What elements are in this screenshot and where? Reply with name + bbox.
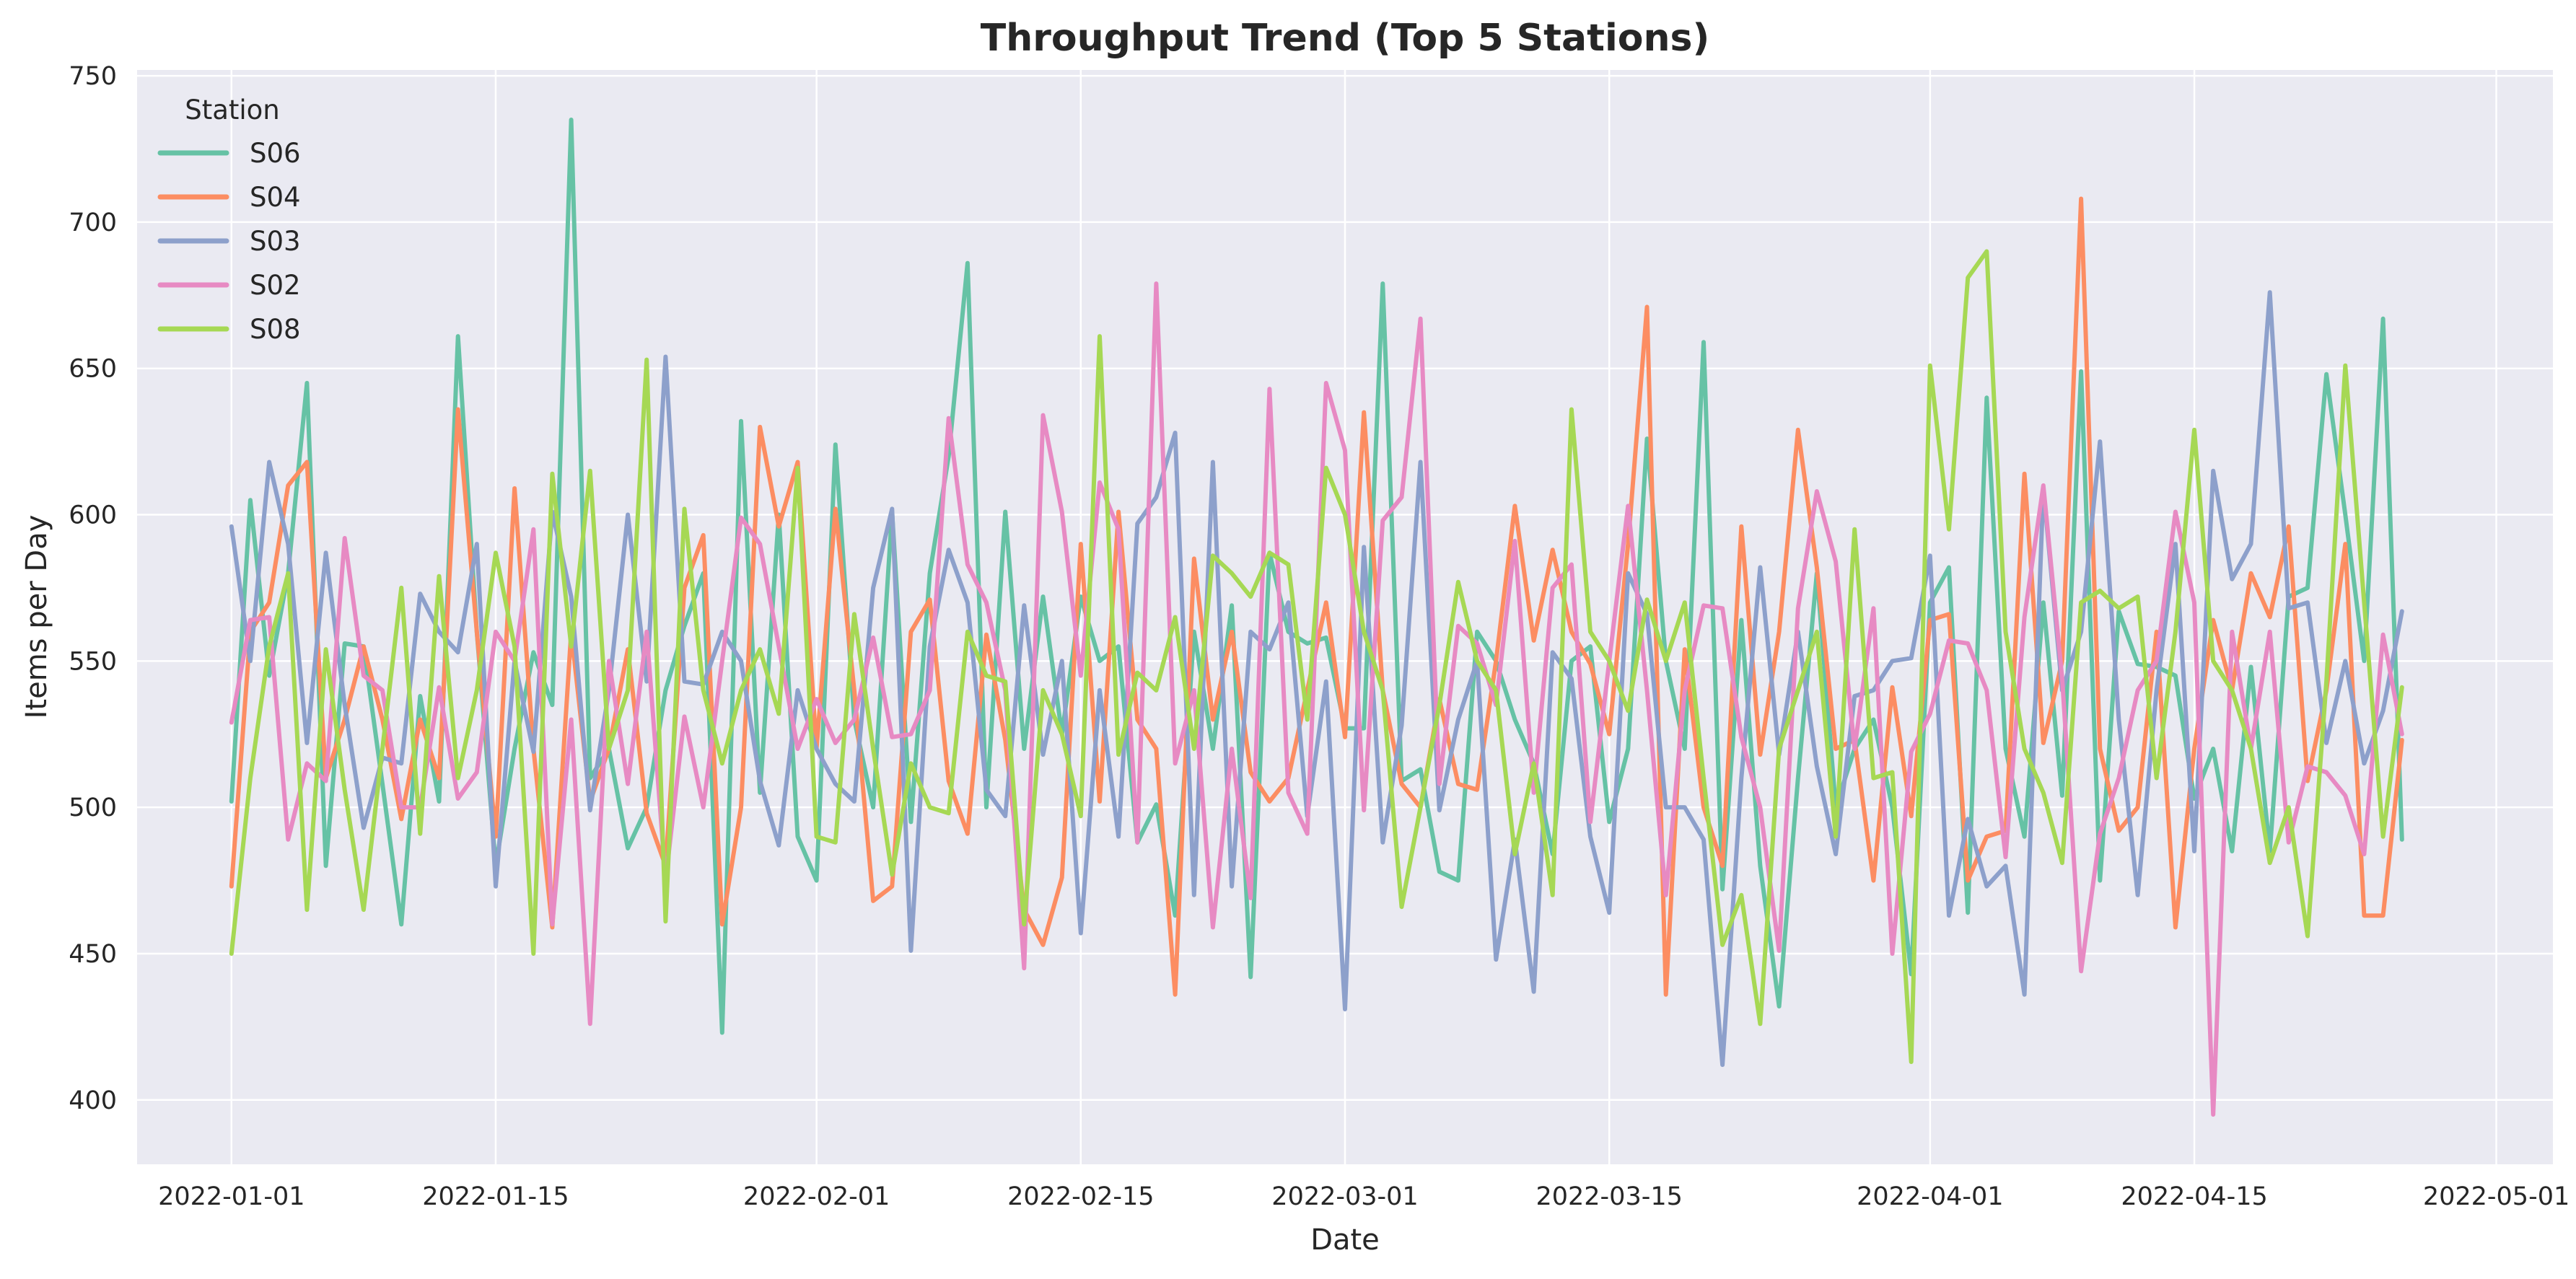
x-tick-label: 2022-02-01 — [743, 1182, 890, 1211]
x-tick-label: 2022-04-15 — [2121, 1182, 2267, 1211]
y-tick-label: 750 — [69, 62, 117, 91]
y-axis-label: Items per Day — [20, 515, 53, 719]
x-tick-label: 2022-03-01 — [1271, 1182, 1418, 1211]
x-axis-ticks: 2022-01-01 2022-01-15 2022-02-01 2022-02-15… — [158, 1182, 2570, 1211]
y-tick-label: 400 — [69, 1086, 117, 1115]
series-lines — [229, 118, 2404, 1117]
y-tick-label: 500 — [69, 794, 117, 822]
x-tick-label: 2022-04-01 — [1857, 1182, 2003, 1211]
legend-entry-s03: S03 — [250, 226, 301, 257]
legend-entry-s04: S04 — [250, 182, 301, 213]
series-line-s08 — [229, 249, 2404, 1064]
x-tick-label: 2022-02-15 — [1007, 1182, 1154, 1211]
y-tick-label: 700 — [69, 208, 117, 237]
series-line-s03 — [229, 290, 2404, 1068]
legend-title: Station — [185, 95, 280, 126]
legend: Station S06 S04 S03 S02 S08 — [157, 95, 301, 345]
y-tick-label: 600 — [69, 501, 117, 530]
y-tick-label: 550 — [69, 647, 117, 676]
y-tick-label: 650 — [69, 355, 117, 384]
legend-entry-s08: S08 — [250, 314, 301, 345]
legend-entry-s02: S02 — [250, 270, 301, 301]
x-tick-label: 2022-01-01 — [158, 1182, 305, 1211]
legend-entry-s06: S06 — [250, 138, 301, 169]
x-tick-label: 2022-05-01 — [2423, 1182, 2570, 1211]
chart-title: Throughput Trend (Top 5 Stations) — [981, 17, 1710, 60]
y-tick-label: 450 — [69, 940, 117, 969]
y-axis-ticks: 400 450 500 550 600 650 700 750 — [69, 62, 117, 1115]
x-axis-label: Date — [1310, 1223, 1380, 1257]
x-tick-label: 2022-01-15 — [422, 1182, 569, 1211]
x-tick-label: 2022-03-15 — [1535, 1182, 1682, 1211]
